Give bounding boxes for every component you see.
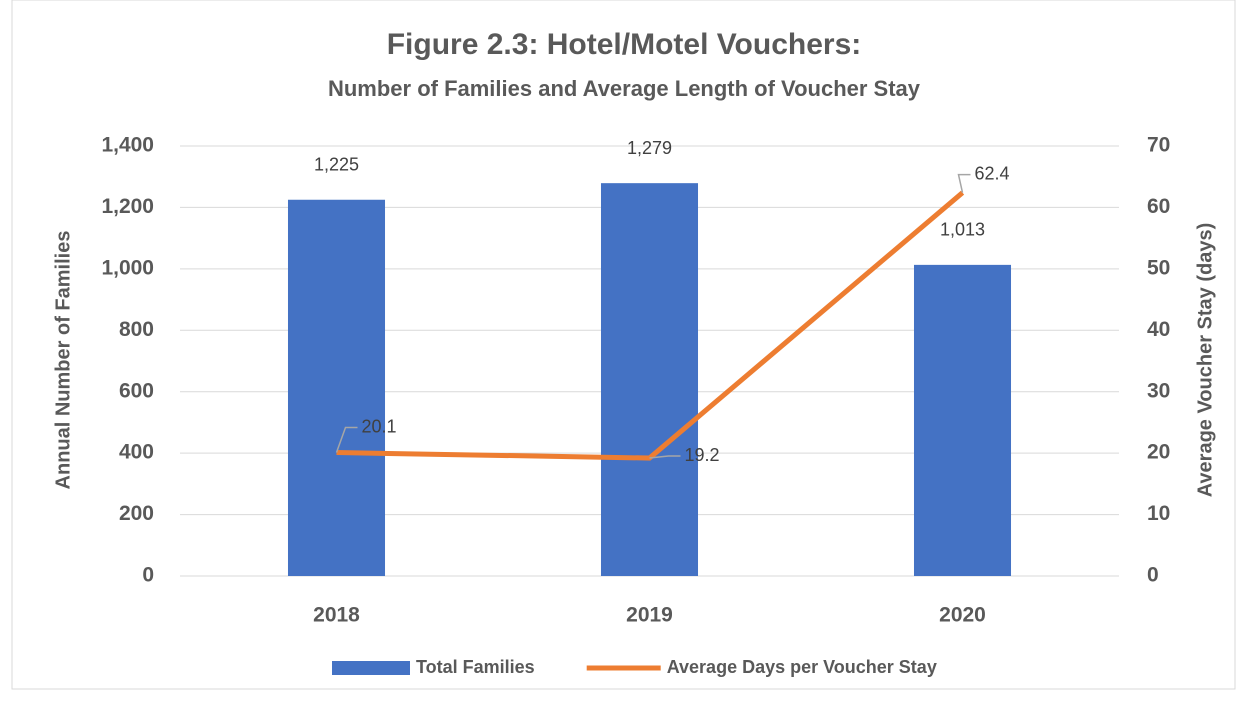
x-tick-label: 2020 xyxy=(939,604,986,627)
data-label: 1,279 xyxy=(627,138,672,158)
data-label: 62.4 xyxy=(975,163,1010,183)
data-label: 20.1 xyxy=(362,416,397,436)
x-tick-label: 2019 xyxy=(626,604,673,627)
y2-tick-label: 50 xyxy=(1147,256,1170,279)
y2-tick-label: 60 xyxy=(1147,195,1170,218)
x-tick-label: 2018 xyxy=(313,604,360,627)
y2-tick-label: 10 xyxy=(1147,502,1170,525)
y2-tick-label: 20 xyxy=(1147,441,1170,464)
y2-tick-label: 0 xyxy=(1147,564,1159,587)
y-tick-label: 600 xyxy=(119,379,154,402)
y2-axis-label: Average Voucher Stay (days) xyxy=(1194,223,1216,498)
y-tick-label: 1,000 xyxy=(101,256,154,279)
bar xyxy=(287,199,386,576)
y-axis-label: Annual Number of Families xyxy=(52,231,74,490)
data-label: 1,013 xyxy=(940,220,985,240)
y-tick-label: 1,400 xyxy=(101,134,154,157)
legend-label: Average Days per Voucher Stay xyxy=(667,657,937,677)
legend-swatch xyxy=(332,661,410,675)
y2-tick-label: 40 xyxy=(1147,318,1170,341)
data-label: 1,225 xyxy=(314,155,359,175)
y-tick-label: 400 xyxy=(119,441,154,464)
bar xyxy=(913,264,1012,576)
data-label: 19.2 xyxy=(685,445,720,465)
y2-tick-label: 70 xyxy=(1147,134,1170,157)
leader-line xyxy=(957,173,971,193)
chart-title: Figure 2.3: Hotel/Motel Vouchers: xyxy=(387,28,862,61)
y-tick-label: 200 xyxy=(119,502,154,525)
y-tick-label: 0 xyxy=(142,564,154,587)
leader-line xyxy=(649,455,681,459)
leader-line xyxy=(335,426,358,453)
legend-label: Total Families xyxy=(416,657,535,677)
y2-tick-label: 30 xyxy=(1147,379,1170,402)
y-tick-label: 800 xyxy=(119,318,154,341)
y-tick-label: 1,200 xyxy=(101,195,154,218)
bar xyxy=(600,183,699,576)
chart-subtitle: Number of Families and Average Length of… xyxy=(328,76,921,101)
